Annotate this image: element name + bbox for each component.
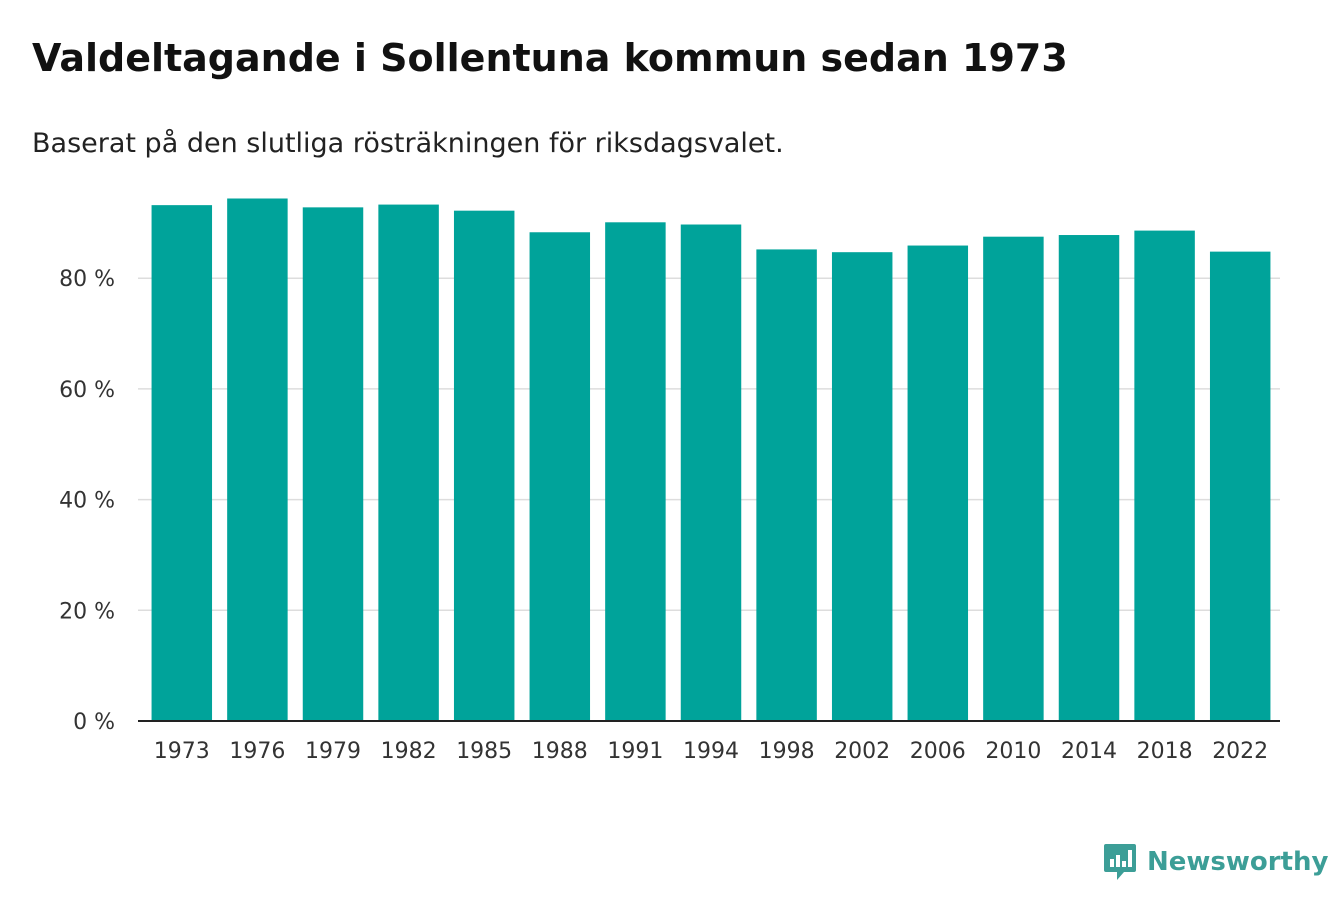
x-tick-label: 1985 xyxy=(456,739,512,764)
newsworthy-logo-icon xyxy=(1104,844,1136,880)
x-tick-label: 1988 xyxy=(532,739,588,764)
bar-1994 xyxy=(680,224,742,721)
y-tick-label: 20 % xyxy=(59,599,115,624)
axes: 0 % 20 % 40 % 60 % 80 % 1973 1976 1979 1982 1985 1… xyxy=(59,267,1280,764)
x-tick-label: 1994 xyxy=(683,739,739,764)
x-tick-label: 1991 xyxy=(607,739,663,764)
x-tick-label: 2006 xyxy=(910,739,966,764)
y-tick-label: 0 % xyxy=(73,710,115,735)
bar-1985 xyxy=(453,210,515,721)
bar-1998 xyxy=(756,249,817,721)
x-tick-label: 2002 xyxy=(834,739,890,764)
chart-subtitle: Baserat på den slutliga rösträkningen fö… xyxy=(32,128,784,159)
bar-2002 xyxy=(831,252,893,722)
x-tick-label: 1998 xyxy=(759,739,815,764)
x-tick-label: 1973 xyxy=(154,739,210,764)
y-tick-label: 60 % xyxy=(59,378,115,403)
bar-2006 xyxy=(907,245,969,721)
y-tick-label: 40 % xyxy=(59,489,115,514)
bar-1973 xyxy=(151,205,213,721)
brand-name: Newsworthy xyxy=(1147,847,1329,877)
y-tick-label: 80 % xyxy=(59,267,115,292)
x-tick-label: 1979 xyxy=(305,739,361,764)
bar-1979 xyxy=(302,207,364,722)
chart-title: Valdeltagande i Sollentuna kommun sedan … xyxy=(32,36,1068,80)
x-tick-label: 2010 xyxy=(985,739,1041,764)
bars xyxy=(151,198,1271,722)
x-tick-label: 2022 xyxy=(1212,739,1268,764)
x-tick-label: 2018 xyxy=(1137,739,1193,764)
bar-2018 xyxy=(1134,230,1195,721)
bar-1982 xyxy=(378,204,439,722)
bar-1976 xyxy=(227,198,288,722)
bar-1991 xyxy=(605,222,666,721)
bar-2010 xyxy=(983,236,1044,721)
brand-logo: Newsworthy xyxy=(1103,842,1328,882)
x-tick-label: 1976 xyxy=(229,739,285,764)
x-tick-label: 1982 xyxy=(381,739,437,764)
x-tick-label: 2014 xyxy=(1061,739,1117,764)
bar-2022 xyxy=(1209,251,1271,721)
bar-2014 xyxy=(1058,235,1120,722)
bar-1988 xyxy=(529,232,591,721)
